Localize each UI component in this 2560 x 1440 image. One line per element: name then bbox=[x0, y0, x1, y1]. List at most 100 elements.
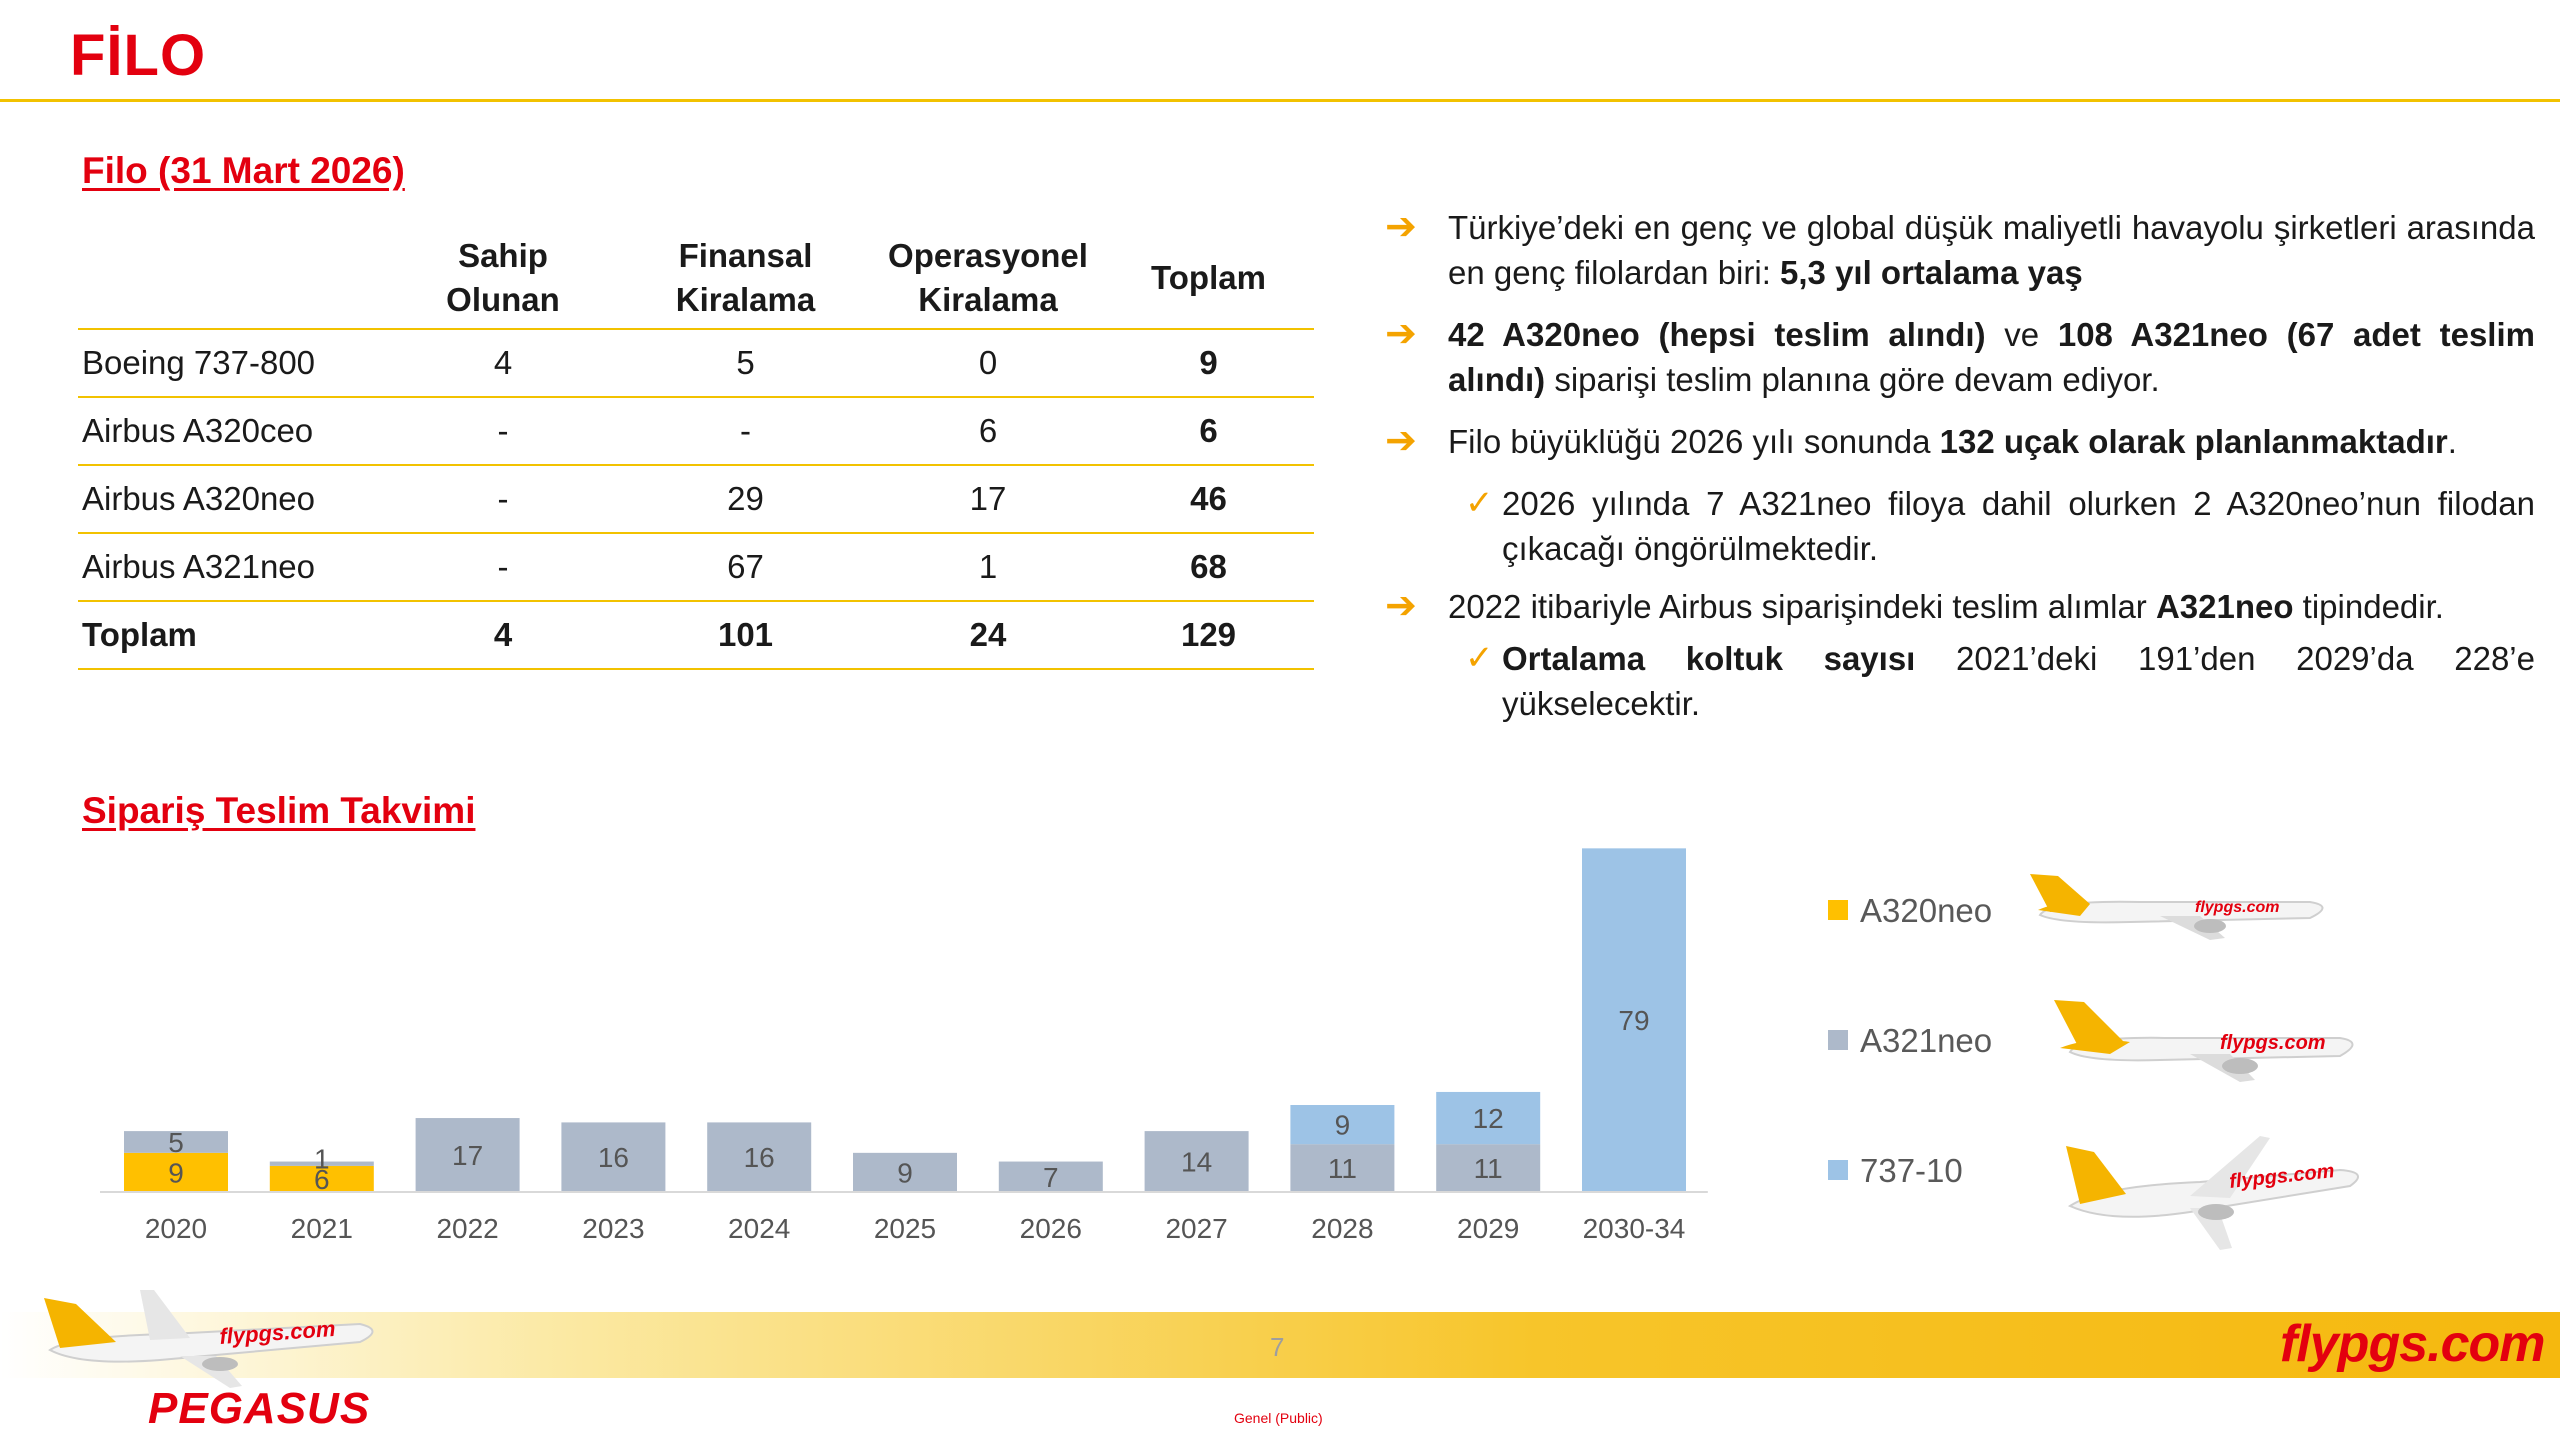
bar-segment bbox=[1290, 1105, 1395, 1145]
x-tick-label: 2020 bbox=[145, 1213, 207, 1244]
row-label: Toplam bbox=[78, 600, 388, 670]
bar-segment bbox=[269, 1165, 374, 1192]
data-label: 9 bbox=[1335, 1110, 1351, 1141]
table-row: Airbus A320neo - 29 17 46 bbox=[78, 464, 1314, 533]
data-label: 9 bbox=[897, 1157, 913, 1188]
bullet-text: tipindedir. bbox=[2293, 588, 2444, 625]
cell-total: 129 bbox=[1103, 600, 1314, 670]
data-label: 12 bbox=[1473, 1103, 1504, 1134]
bullet-bold: 132 uçak olarak planlanmaktadır bbox=[1939, 423, 2448, 460]
x-tick-label: 2023 bbox=[582, 1213, 644, 1244]
bullet-text: 2022 itibariyle Airbus siparişindeki tes… bbox=[1448, 588, 2156, 625]
plane-livery-text: flypgs.com bbox=[2195, 899, 2279, 916]
bar-segment bbox=[1582, 848, 1686, 1192]
bullet-item: ➔ 42 A320neo (hepsi teslim alındı) ve 10… bbox=[1385, 312, 2535, 402]
x-tick-label: 2030-34 bbox=[1583, 1213, 1686, 1244]
bar-segment bbox=[998, 1161, 1103, 1192]
b737-10-plane-image: flypgs.com bbox=[2066, 1136, 2359, 1250]
x-tick-label: 2025 bbox=[874, 1213, 936, 1244]
bar-segment bbox=[707, 1122, 812, 1192]
sub-bullet-item: ✓ 2026 yılında 7 A321neo filoya dahil ol… bbox=[1385, 481, 2535, 571]
footer-plane-image: flypgs.com bbox=[44, 1290, 374, 1388]
cell-owned: 4 bbox=[388, 328, 618, 397]
footer-band bbox=[0, 1312, 2560, 1378]
fleet-heading: Filo (31 Mart 2026) bbox=[82, 150, 405, 191]
sub-bullet-item: ✓ Ortalama koltuk sayısı 2021’deki 191’d… bbox=[1385, 636, 2535, 726]
bullet-bold: A321neo bbox=[2155, 588, 2294, 625]
cell-total: 6 bbox=[1103, 396, 1314, 465]
x-tick-label: 2026 bbox=[1020, 1213, 1082, 1244]
highlights-list: ➔ Türkiye’deki en genç ve global düşük m… bbox=[1385, 205, 2535, 739]
table-total-row: Toplam 4 101 24 129 bbox=[78, 600, 1314, 670]
x-tick-label: 2029 bbox=[1457, 1213, 1519, 1244]
bullet-item: ➔ 2022 itibariyle Airbus siparişindeki t… bbox=[1385, 584, 2535, 629]
bullet-text: ve bbox=[1985, 316, 2058, 353]
bullet-bold: 42 A320neo (hepsi teslim alındı) bbox=[1448, 316, 1986, 353]
flypgs-logo: flypgs.com bbox=[2280, 1315, 2545, 1373]
cell-total: 9 bbox=[1103, 328, 1314, 397]
legend-swatch bbox=[1828, 1030, 1848, 1051]
a321neo-plane-image: flypgs.com bbox=[2054, 1000, 2354, 1082]
table-header-row: Sahip Olunan Finansal Kiralama Operasyon… bbox=[78, 228, 1314, 329]
table-header-total: Toplam bbox=[1103, 228, 1314, 329]
cell-operating: 0 bbox=[873, 328, 1103, 397]
data-label: 11 bbox=[1328, 1153, 1357, 1184]
cell-total: 46 bbox=[1103, 464, 1314, 533]
row-label: Boeing 737-800 bbox=[78, 328, 388, 397]
bullet-text: Türkiye’deki en genç ve global düşük mal… bbox=[1448, 209, 2535, 291]
x-tick-label: 2022 bbox=[436, 1213, 498, 1244]
cell-owned: - bbox=[388, 396, 618, 465]
cell-finance: 29 bbox=[618, 464, 873, 533]
data-label: 9 bbox=[168, 1157, 184, 1188]
bar-segment bbox=[124, 1152, 228, 1192]
cell-operating: 24 bbox=[873, 600, 1103, 670]
header-line: Sahip bbox=[458, 237, 548, 274]
header-line: Operasyonel bbox=[888, 237, 1088, 274]
data-label: 16 bbox=[744, 1142, 775, 1173]
legend-item-a320neo: A320neo bbox=[1828, 892, 1992, 930]
row-label: Airbus A321neo bbox=[78, 532, 388, 601]
checkmark-icon: ✓ bbox=[1465, 639, 1494, 677]
pegasus-logo: PEGASUS bbox=[148, 1384, 371, 1433]
arrow-right-icon: ➔ bbox=[1385, 313, 1417, 355]
plane-livery-text: flypgs.com bbox=[2220, 1032, 2326, 1054]
legend-label: 737-10 bbox=[1860, 1152, 1963, 1189]
arrow-right-icon: ➔ bbox=[1385, 420, 1417, 462]
cell-operating: 17 bbox=[873, 464, 1103, 533]
cell-finance: 101 bbox=[618, 600, 873, 670]
table-row: Boeing 737-800 4 5 0 9 bbox=[78, 328, 1314, 397]
arrow-right-icon: ➔ bbox=[1385, 585, 1417, 627]
bullet-item: ➔ Türkiye’deki en genç ve global düşük m… bbox=[1385, 205, 2535, 295]
data-label: 14 bbox=[1181, 1147, 1212, 1178]
cell-owned: - bbox=[388, 532, 618, 601]
fleet-table: Sahip Olunan Finansal Kiralama Operasyon… bbox=[78, 228, 1314, 670]
a320neo-plane-image: flypgs.com bbox=[2030, 874, 2324, 940]
data-label: 16 bbox=[598, 1142, 629, 1173]
legend-swatch bbox=[1828, 900, 1848, 921]
data-label: 11 bbox=[1474, 1153, 1503, 1184]
schedule-heading: Sipariş Teslim Takvimi bbox=[82, 790, 476, 831]
cell-finance: 5 bbox=[618, 328, 873, 397]
bar-segment bbox=[1436, 1091, 1541, 1145]
bar-segment bbox=[269, 1161, 374, 1166]
table-header-empty bbox=[78, 228, 388, 329]
legend-item-a321neo: A321neo bbox=[1828, 1022, 1992, 1060]
header-line: Kiralama bbox=[918, 281, 1058, 318]
bar-segment bbox=[1144, 1131, 1249, 1192]
header-line: Olunan bbox=[446, 281, 560, 318]
data-label: 5 bbox=[168, 1127, 184, 1158]
page-number: 7 bbox=[1270, 1332, 1285, 1362]
data-label: 1 bbox=[314, 1144, 330, 1175]
table-header-operating-lease: Operasyonel Kiralama bbox=[873, 228, 1103, 329]
bar-segment bbox=[124, 1131, 228, 1153]
header-line: Finansal bbox=[678, 237, 813, 274]
bullet-bold: 5,3 yıl ortalama yaş bbox=[1780, 254, 2083, 291]
checkmark-icon: ✓ bbox=[1465, 484, 1494, 522]
cell-operating: 6 bbox=[873, 396, 1103, 465]
bullet-bold: Ortalama koltuk sayısı bbox=[1502, 640, 1916, 677]
bullet-text: Filo büyüklüğü 2026 yılı sonunda bbox=[1448, 423, 1940, 460]
header-line: Toplam bbox=[1151, 259, 1266, 296]
bullet-text: siparişi teslim planına göre devam ediyo… bbox=[1545, 361, 2160, 398]
data-label: 6 bbox=[314, 1164, 330, 1195]
row-label: Airbus A320ceo bbox=[78, 396, 388, 465]
